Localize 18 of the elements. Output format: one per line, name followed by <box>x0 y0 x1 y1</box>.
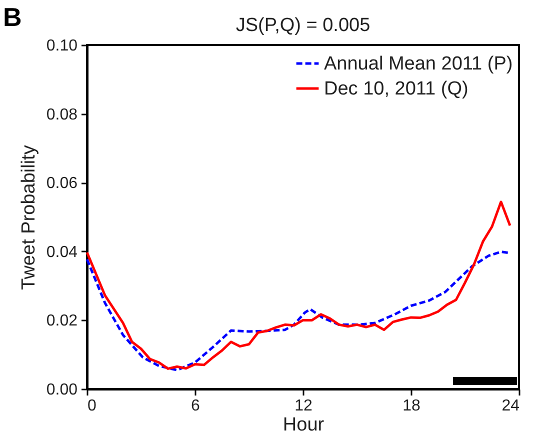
legend-label: Annual Mean 2011 (P) <box>324 54 513 74</box>
x-tick-label: 24 <box>502 398 520 414</box>
x-tick-label: 18 <box>402 398 420 414</box>
y-tick-label: 0.00 <box>46 382 78 398</box>
y-axis-title: Tweet Probability <box>18 144 40 290</box>
chart-title: JS(P,Q) = 0.005 <box>236 15 370 36</box>
y-tick-label: 0.04 <box>46 244 78 261</box>
y-tick-label: 0.06 <box>46 175 78 192</box>
line-series <box>86 200 512 370</box>
x-tick-label: 12 <box>294 398 312 414</box>
x-tick-label: 6 <box>191 398 200 414</box>
y-tick-label: 0.10 <box>46 38 78 54</box>
legend-label: Dec 10, 2011 (Q) <box>324 78 468 100</box>
x-tick-label: 0 <box>88 398 96 414</box>
x-axis-title: Hour <box>282 414 325 436</box>
text: B <box>3 2 22 32</box>
y-tick-label: 0.02 <box>46 312 78 330</box>
y-tick-label: 0.08 <box>46 106 78 124</box>
